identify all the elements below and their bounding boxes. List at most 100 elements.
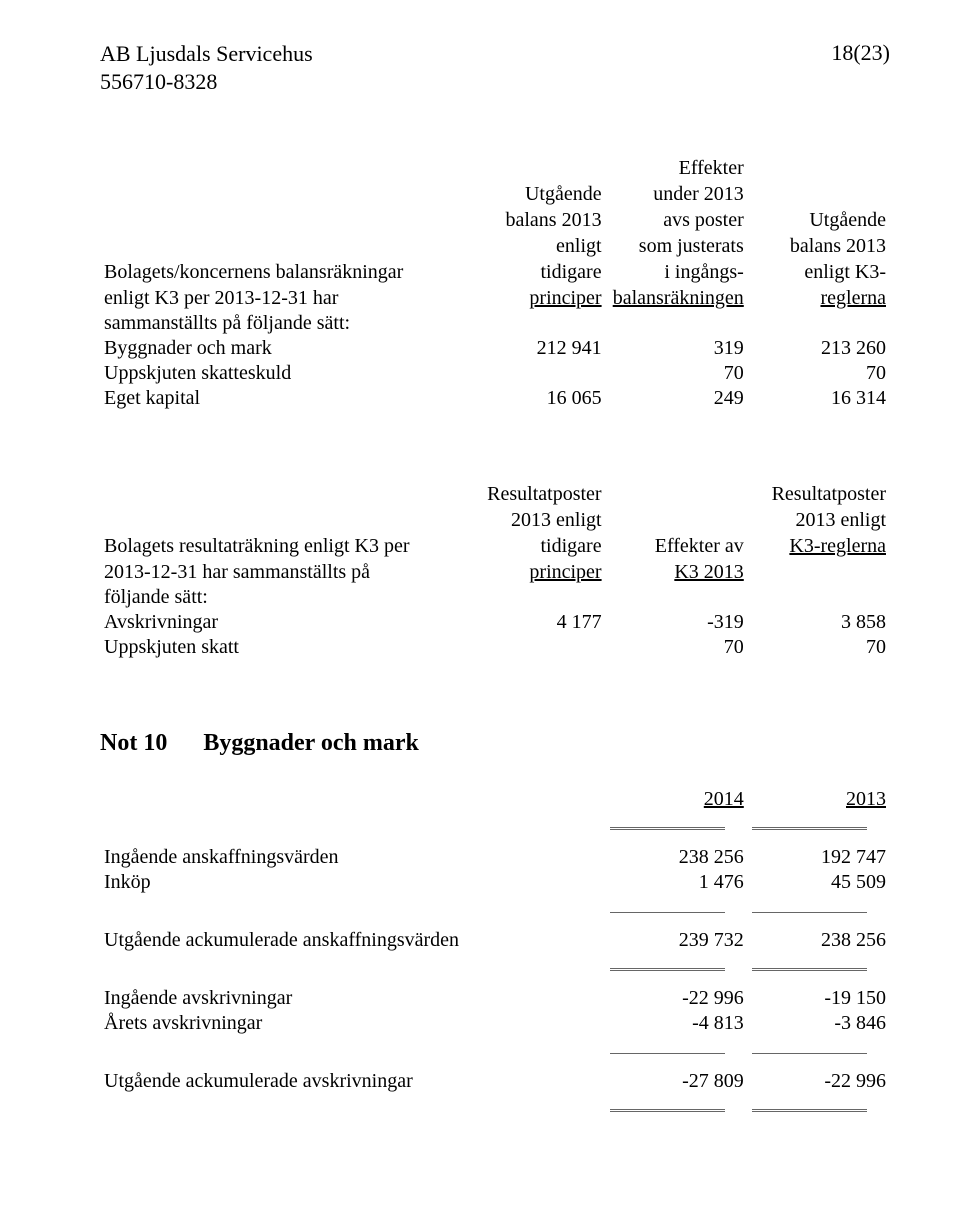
t1-col1-l5: principer <box>529 287 601 309</box>
n10-r3-label: Utgående ackumulerade anskaffningsvärden <box>100 928 606 953</box>
table-row: Utgående ackumulerade anskaffningsvärden… <box>100 928 890 953</box>
t1-r1-c2: 319 <box>606 336 748 361</box>
t1-intro-l1: Bolagets/koncernens balansräkningar <box>100 259 463 285</box>
t1-r2-c2: 70 <box>606 361 748 386</box>
rule-double-icon <box>610 827 725 830</box>
table-row: Inköp 1 476 45 509 <box>100 870 890 895</box>
n10-r5-c2: -3 846 <box>748 1011 890 1036</box>
note-10-title: Not 10 Byggnader och mark <box>100 730 890 757</box>
t1-intro-l2: enligt K3 per 2013-12-31 har <box>100 285 463 311</box>
t1-col3-l1: Utgående <box>748 207 890 233</box>
page-header: AB Ljusdals Servicehus 556710-8328 18(23… <box>100 40 890 95</box>
rule-single-icon <box>752 912 867 913</box>
table-row: Utgående ackumulerade avskrivningar -27 … <box>100 1069 890 1094</box>
t2-col2-l1: Effekter av <box>606 533 748 559</box>
result-effects-table: Resultatposter Resultatposter 2013 enlig… <box>100 481 890 660</box>
t2-r1-c3: 3 858 <box>748 610 890 635</box>
note-10-section: Not 10 Byggnader och mark 2014 2013 Ingå… <box>100 730 890 1119</box>
t2-col2-l2: K3 2013 <box>674 561 743 583</box>
n10-r1-c2: 192 747 <box>748 845 890 870</box>
year-2014: 2014 <box>606 787 748 812</box>
table-row: Eget kapital 16 065 249 16 314 <box>100 386 890 411</box>
t1-col3-l2: balans 2013 <box>748 233 890 259</box>
n10-r5-c1: -4 813 <box>606 1011 748 1036</box>
t1-col2-l3: avs poster <box>606 207 748 233</box>
t1-r3-c2: 249 <box>606 386 748 411</box>
n10-r3-c1: 239 732 <box>606 928 748 953</box>
t1-r1-c1: 212 941 <box>463 336 605 361</box>
table-row: Årets avskrivningar -4 813 -3 846 <box>100 1011 890 1036</box>
t1-col2-l2: under 2013 <box>606 181 748 207</box>
t1-r1-c3: 213 260 <box>748 336 890 361</box>
t1-r3-label: Eget kapital <box>100 386 463 411</box>
table-row: Avskrivningar 4 177 -319 3 858 <box>100 610 890 635</box>
year-2013: 2013 <box>748 787 890 812</box>
t1-r1-label: Byggnader och mark <box>100 336 463 361</box>
company-name: AB Ljusdals Servicehus <box>100 40 313 68</box>
t1-col3-l3: enligt K3- <box>748 259 890 285</box>
t1-col2-l6: balansräkningen <box>613 287 744 309</box>
t1-col1-l2: balans 2013 <box>463 207 605 233</box>
balance-effects-table: Effekter Utgående under 2013 balans 2013… <box>100 155 890 411</box>
rule-single-icon <box>610 912 725 913</box>
table-row: Uppskjuten skatteskuld 70 70 <box>100 361 890 386</box>
t2-col1-l3: tidigare <box>463 533 605 559</box>
t2-col3-l1: Resultatposter <box>748 481 890 507</box>
t1-intro-l3: sammanställts på följande sätt: <box>100 311 463 336</box>
n10-r2-label: Inköp <box>100 870 606 895</box>
table-row: Ingående anskaffningsvärden 238 256 192 … <box>100 845 890 870</box>
n10-r6-c2: -22 996 <box>748 1069 890 1094</box>
n10-r6-label: Utgående ackumulerade avskrivningar <box>100 1069 606 1094</box>
n10-r1-c1: 238 256 <box>606 845 748 870</box>
n10-r3-c2: 238 256 <box>748 928 890 953</box>
rule-double-icon <box>610 968 725 971</box>
table-row: Ingående avskrivningar -22 996 -19 150 <box>100 986 890 1011</box>
table-row: Byggnader och mark 212 941 319 213 260 <box>100 336 890 361</box>
t1-r3-c1: 16 065 <box>463 386 605 411</box>
t1-col3-l4: reglerna <box>820 287 886 309</box>
result-effects-section: Resultatposter Resultatposter 2013 enlig… <box>100 481 890 660</box>
header-left: AB Ljusdals Servicehus 556710-8328 <box>100 40 313 95</box>
rule-double-icon <box>752 827 867 830</box>
t1-r2-label: Uppskjuten skatteskuld <box>100 361 463 386</box>
t1-col1-l3: enligt <box>463 233 605 259</box>
t2-r2-c1 <box>463 635 605 660</box>
t2-col3-l3: K3-reglerna <box>789 535 886 557</box>
rule-single-icon <box>752 1053 867 1054</box>
n10-r4-c1: -22 996 <box>606 986 748 1011</box>
t2-col1-l2: 2013 enligt <box>463 507 605 533</box>
n10-r5-label: Årets avskrivningar <box>100 1011 606 1036</box>
t1-r2-c3: 70 <box>748 361 890 386</box>
t2-intro-l3: följande sätt: <box>100 585 463 610</box>
balance-effects-section: Effekter Utgående under 2013 balans 2013… <box>100 155 890 411</box>
t1-r3-c3: 16 314 <box>748 386 890 411</box>
t1-col2-l1: Effekter <box>606 155 748 181</box>
page-number: 18(23) <box>831 40 890 66</box>
t2-r2-c2: 70 <box>606 635 748 660</box>
t1-col1-l4: tidigare <box>463 259 605 285</box>
n10-r2-c1: 1 476 <box>606 870 748 895</box>
t2-col1-l4: principer <box>529 561 601 583</box>
t2-col3-l2: 2013 enligt <box>748 507 890 533</box>
t2-col1-l1: Resultatposter <box>463 481 605 507</box>
note-10-table: 2014 2013 Ingående anskaffningsvärden 23… <box>100 787 890 1119</box>
table-row: Uppskjuten skatt 70 70 <box>100 635 890 660</box>
t2-intro-l1: Bolagets resultaträkning enligt K3 per <box>100 533 463 559</box>
rule-single-icon <box>610 1053 725 1054</box>
t1-r2-c1 <box>463 361 605 386</box>
rule-double-icon <box>752 968 867 971</box>
rule-double-icon <box>610 1109 725 1112</box>
n10-r6-c1: -27 809 <box>606 1069 748 1094</box>
n10-r1-label: Ingående anskaffningsvärden <box>100 845 606 870</box>
t2-r1-c2: -319 <box>606 610 748 635</box>
rule-double-icon <box>752 1109 867 1112</box>
t2-r2-label: Uppskjuten skatt <box>100 635 463 660</box>
t2-intro-l2: 2013-12-31 har sammanställts på <box>100 559 463 585</box>
t2-r2-c3: 70 <box>748 635 890 660</box>
t1-col1-l1: Utgående <box>463 181 605 207</box>
n10-r4-label: Ingående avskrivningar <box>100 986 606 1011</box>
t1-col2-l5: i ingångs- <box>606 259 748 285</box>
n10-r4-c2: -19 150 <box>748 986 890 1011</box>
t2-r1-label: Avskrivningar <box>100 610 463 635</box>
n10-r2-c2: 45 509 <box>748 870 890 895</box>
